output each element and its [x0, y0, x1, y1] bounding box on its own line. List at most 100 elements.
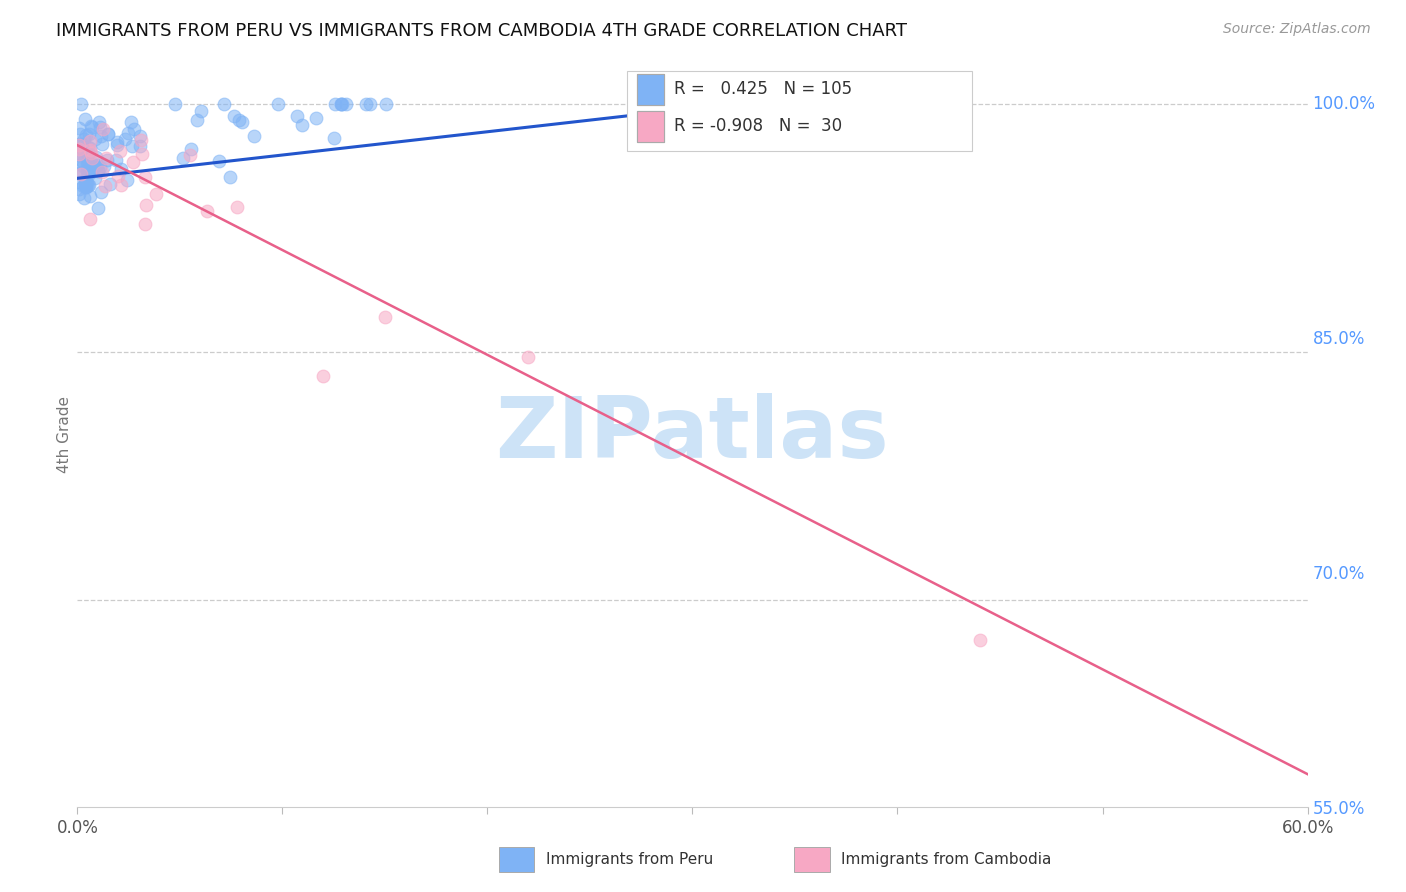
Point: [72, 179, 94, 194]
Point: [222, 109, 245, 123]
Point: [80, 119, 103, 133]
Point: [79, 161, 101, 176]
Point: [89, 186, 111, 200]
Point: [70, 137, 93, 152]
Point: [67, 147, 90, 161]
Point: [110, 144, 132, 158]
Point: [105, 153, 128, 167]
Point: [70, 167, 93, 181]
Point: [134, 170, 156, 185]
Point: [75, 180, 97, 194]
Point: [67, 186, 90, 201]
Point: [69, 127, 91, 141]
Text: R =   0.425   N = 105: R = 0.425 N = 105: [673, 80, 852, 98]
Point: [76, 177, 98, 191]
Point: [67, 138, 90, 153]
Text: R = -0.908   N =  30: R = -0.908 N = 30: [673, 118, 842, 136]
Point: [231, 115, 253, 129]
Point: [73, 176, 96, 190]
Point: [83, 170, 105, 185]
Point: [359, 96, 381, 111]
Point: [969, 633, 991, 648]
Text: IMMIGRANTS FROM PERU VS IMMIGRANTS FROM CAMBODIA 4TH GRADE CORRELATION CHART: IMMIGRANTS FROM PERU VS IMMIGRANTS FROM …: [56, 22, 907, 40]
Point: [75, 179, 97, 194]
Text: Immigrants from Peru: Immigrants from Peru: [546, 853, 713, 867]
Point: [75, 171, 97, 186]
Bar: [637, 111, 664, 142]
Point: [186, 113, 208, 128]
Point: [72, 138, 94, 153]
Point: [73, 112, 96, 126]
Point: [67, 142, 90, 156]
Point: [180, 142, 202, 156]
Point: [75, 179, 97, 194]
Point: [375, 96, 398, 111]
Point: [86, 158, 108, 172]
Point: [107, 169, 129, 184]
Point: [517, 350, 540, 364]
Point: [110, 178, 132, 192]
Point: [117, 126, 139, 140]
Point: [79, 141, 101, 155]
Point: [96, 128, 118, 142]
Point: [110, 161, 132, 176]
Point: [75, 128, 97, 143]
Point: [76, 157, 98, 171]
Point: [76, 178, 98, 193]
Bar: [499, 847, 534, 872]
Point: [76, 163, 98, 178]
Point: [115, 173, 138, 187]
Point: [89, 120, 111, 135]
Point: [208, 153, 231, 168]
Point: [82, 157, 104, 171]
Point: [219, 170, 242, 185]
Point: [124, 121, 146, 136]
Point: [195, 203, 218, 218]
Point: [70, 166, 93, 180]
Bar: [794, 847, 830, 872]
Point: [80, 120, 103, 134]
Point: [212, 96, 235, 111]
Point: [91, 136, 114, 151]
Point: [267, 96, 290, 111]
Point: [89, 160, 111, 174]
Point: [79, 134, 101, 148]
Point: [84, 158, 107, 172]
Point: [67, 148, 90, 162]
Point: [329, 96, 352, 111]
Point: [129, 133, 152, 147]
Point: [86, 163, 108, 178]
Point: [179, 148, 201, 162]
Point: [96, 151, 118, 165]
Point: [304, 111, 326, 125]
Point: [83, 160, 105, 174]
Point: [120, 115, 142, 129]
Point: [77, 156, 100, 170]
Point: [93, 159, 115, 173]
Point: [172, 151, 194, 165]
Text: Immigrants from Cambodia: Immigrants from Cambodia: [841, 853, 1052, 867]
Point: [330, 96, 353, 111]
Point: [80, 145, 103, 160]
Point: [76, 146, 98, 161]
Point: [77, 147, 100, 161]
Point: [91, 165, 114, 179]
Text: Source: ZipAtlas.com: Source: ZipAtlas.com: [1223, 22, 1371, 37]
Point: [96, 153, 118, 167]
Point: [131, 147, 153, 161]
Point: [76, 166, 98, 180]
Point: [72, 155, 94, 169]
Point: [67, 121, 90, 136]
Point: [69, 96, 91, 111]
Point: [67, 146, 90, 161]
Point: [225, 200, 247, 214]
Point: [84, 150, 107, 164]
Point: [67, 137, 90, 152]
Point: [79, 212, 101, 227]
Point: [70, 153, 93, 167]
Point: [90, 129, 112, 144]
Point: [291, 119, 314, 133]
Point: [69, 175, 91, 189]
Point: [72, 159, 94, 173]
Point: [121, 139, 143, 153]
